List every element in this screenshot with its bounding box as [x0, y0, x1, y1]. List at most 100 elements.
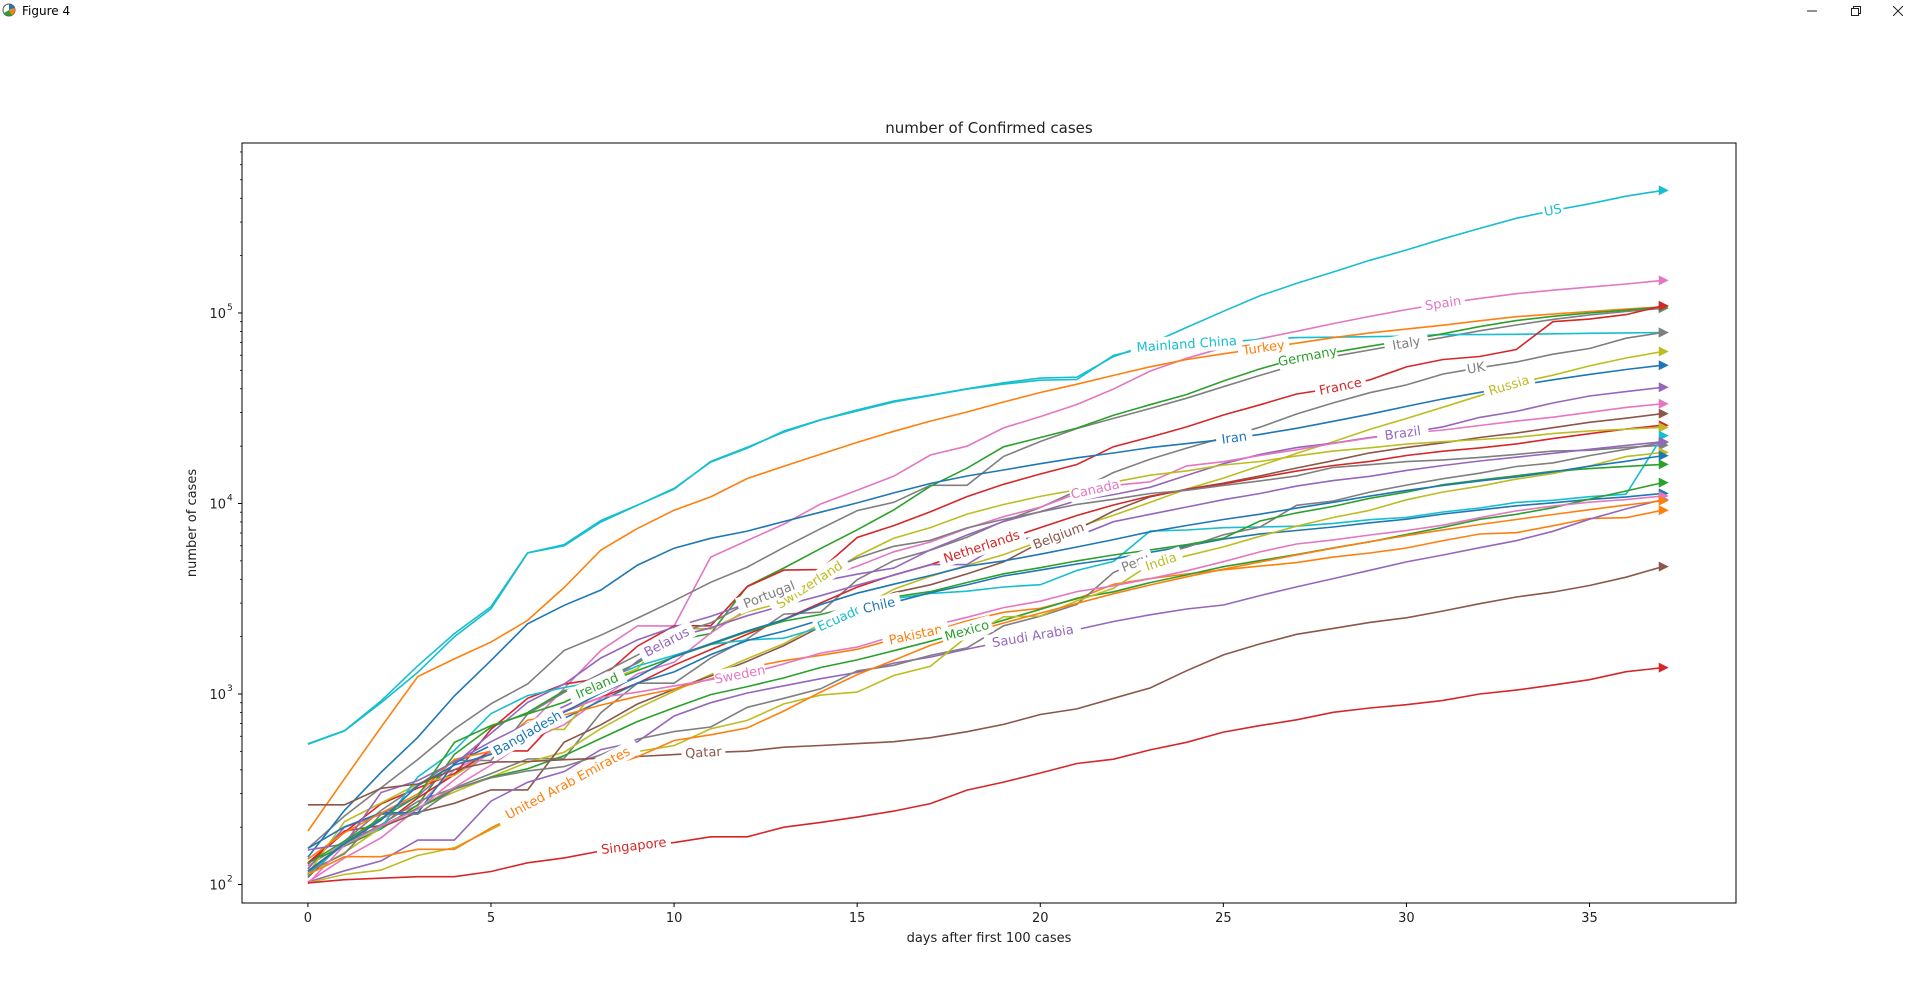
- series-label-iran: Iran: [1221, 429, 1248, 447]
- series-arrow-brazil: [1658, 382, 1669, 393]
- x-tick-label: 10: [666, 911, 683, 926]
- series-label-background-saudi-arabia: [983, 619, 1083, 653]
- series-line-us: [307, 189, 1663, 745]
- series-label-background-united-arab-emirates: [494, 738, 642, 828]
- series-label-background-sweden: [712, 660, 767, 688]
- series-line-belgium: [307, 412, 1663, 878]
- series-arrow-pakistan: [1658, 505, 1669, 516]
- matplotlib-app-icon: [2, 3, 16, 17]
- series-label-background-qatar: [680, 742, 726, 762]
- series-label-bangladesh: Bangladesh: [491, 708, 565, 759]
- series-label-uk: UK: [1466, 360, 1487, 378]
- chart-title: number of Confirmed cases: [885, 119, 1093, 137]
- series-line-brazil: [307, 386, 1663, 870]
- series-label-group-uk: UK: [1464, 357, 1488, 378]
- series-arrow-qatar: [1658, 561, 1669, 572]
- series-line-qatar: [307, 565, 1664, 806]
- series-arrow-singapore: [1658, 662, 1669, 673]
- series-arrow-france: [1658, 300, 1669, 311]
- series-label-background-us: [1540, 199, 1565, 221]
- series-arrow-russia: [1658, 346, 1669, 357]
- series-label-background-brazil: [1375, 420, 1430, 446]
- y-tick-label-exponent: 3: [227, 684, 233, 694]
- series-arrow-canada: [1658, 398, 1669, 409]
- series-line-ecuador: [307, 435, 1664, 877]
- series-label-background-germany: [1276, 342, 1339, 371]
- series-label-saudi-arabia: Saudi Arabia: [991, 623, 1075, 652]
- x-tick-label: 0: [304, 911, 312, 926]
- series-label-france: France: [1318, 375, 1363, 398]
- series-arrow-bangladesh: [1658, 450, 1669, 461]
- x-tick-label: 30: [1398, 911, 1415, 926]
- series-layer: [307, 185, 1669, 885]
- series-line-spain: [307, 279, 1663, 867]
- x-tick-label: 35: [1581, 911, 1598, 926]
- series-label-group-qatar: Qatar: [680, 742, 726, 762]
- series-arrow-uk: [1658, 327, 1669, 338]
- series-label-turkey: Turkey: [1241, 338, 1286, 359]
- series-label-background-portugal: [734, 574, 804, 615]
- series-line-uk: [307, 331, 1663, 874]
- y-tick-label-exponent: 2: [227, 875, 233, 885]
- series-label-spain: Spain: [1424, 294, 1462, 314]
- series-label-group-chile: Chile: [855, 591, 903, 619]
- x-tick-label: 25: [1215, 911, 1232, 926]
- close-button[interactable]: [1876, 0, 1919, 22]
- series-label-us: US: [1543, 202, 1563, 220]
- series-label-background-peru: [1115, 547, 1156, 578]
- series-arrow-united-arab-emirates: [1658, 495, 1669, 506]
- minimize-button[interactable]: [1790, 0, 1834, 22]
- series-label-group-us: US: [1540, 199, 1565, 221]
- series-arrow-belarus: [1658, 436, 1669, 447]
- series-arrow-ireland: [1658, 459, 1669, 470]
- y-tick-label-base: 10: [209, 688, 226, 703]
- restore-button[interactable]: [1834, 0, 1878, 22]
- series-line-france: [307, 305, 1663, 864]
- series-label-background-iran: [1215, 426, 1254, 449]
- restore-icon: [1851, 6, 1861, 16]
- series-label-background-mainland-china: [1130, 331, 1244, 357]
- series-arrow-belgium: [1658, 408, 1669, 419]
- series-label-belgium: Belgium: [1031, 520, 1086, 553]
- series-label-group-russia: Russia: [1481, 369, 1537, 401]
- series-line-portugal: [307, 444, 1663, 876]
- series-label-background-uk: [1464, 357, 1488, 378]
- series-label-group-iran: Iran: [1215, 426, 1254, 449]
- series-label-group-belgium: Belgium: [1027, 517, 1090, 555]
- y-tick-label-base: 10: [209, 879, 226, 894]
- series-label-background-pakistan: [881, 618, 951, 650]
- series-arrow-iran: [1658, 360, 1669, 371]
- series-label-background-india: [1137, 546, 1185, 577]
- series-label-group-italy: Italy: [1383, 330, 1430, 356]
- plot-area-frame: [241, 142, 1737, 904]
- series-label-background-belarus: [636, 620, 697, 663]
- series-label-group-singapore: Singapore: [595, 832, 672, 859]
- minimize-icon: [1807, 10, 1817, 12]
- series-label-background-singapore: [595, 832, 672, 859]
- series-label-background-switzerland: [767, 553, 852, 617]
- y-tick-label-exponent: 5: [227, 303, 233, 313]
- series-arrow-us: [1658, 185, 1669, 196]
- series-label-background-chile: [855, 591, 903, 619]
- series-line-turkey: [307, 306, 1663, 832]
- series-line-saudi-arabia: [307, 498, 1663, 883]
- series-label-italy: Italy: [1391, 334, 1422, 354]
- y-axis-label: number of cases: [185, 469, 200, 577]
- series-label-background-spain: [1419, 291, 1467, 315]
- y-tick-label-base: 10: [209, 497, 226, 512]
- y-tick-label-exponent: 4: [227, 493, 233, 503]
- close-icon: [1893, 6, 1903, 16]
- x-tick-label: 20: [1032, 911, 1049, 926]
- x-tick-label: 5: [487, 911, 495, 926]
- series-label-chile: Chile: [862, 595, 897, 617]
- x-axis-label: days after first 100 cases: [907, 931, 1072, 946]
- series-label-mainland-china: Mainland China: [1136, 334, 1237, 356]
- series-label-background-italy: [1383, 330, 1430, 356]
- series-arrow-mexico: [1658, 477, 1669, 488]
- series-label-background-ireland: [566, 665, 628, 706]
- series-line-iran: [307, 364, 1663, 858]
- series-label-background-france: [1313, 372, 1368, 400]
